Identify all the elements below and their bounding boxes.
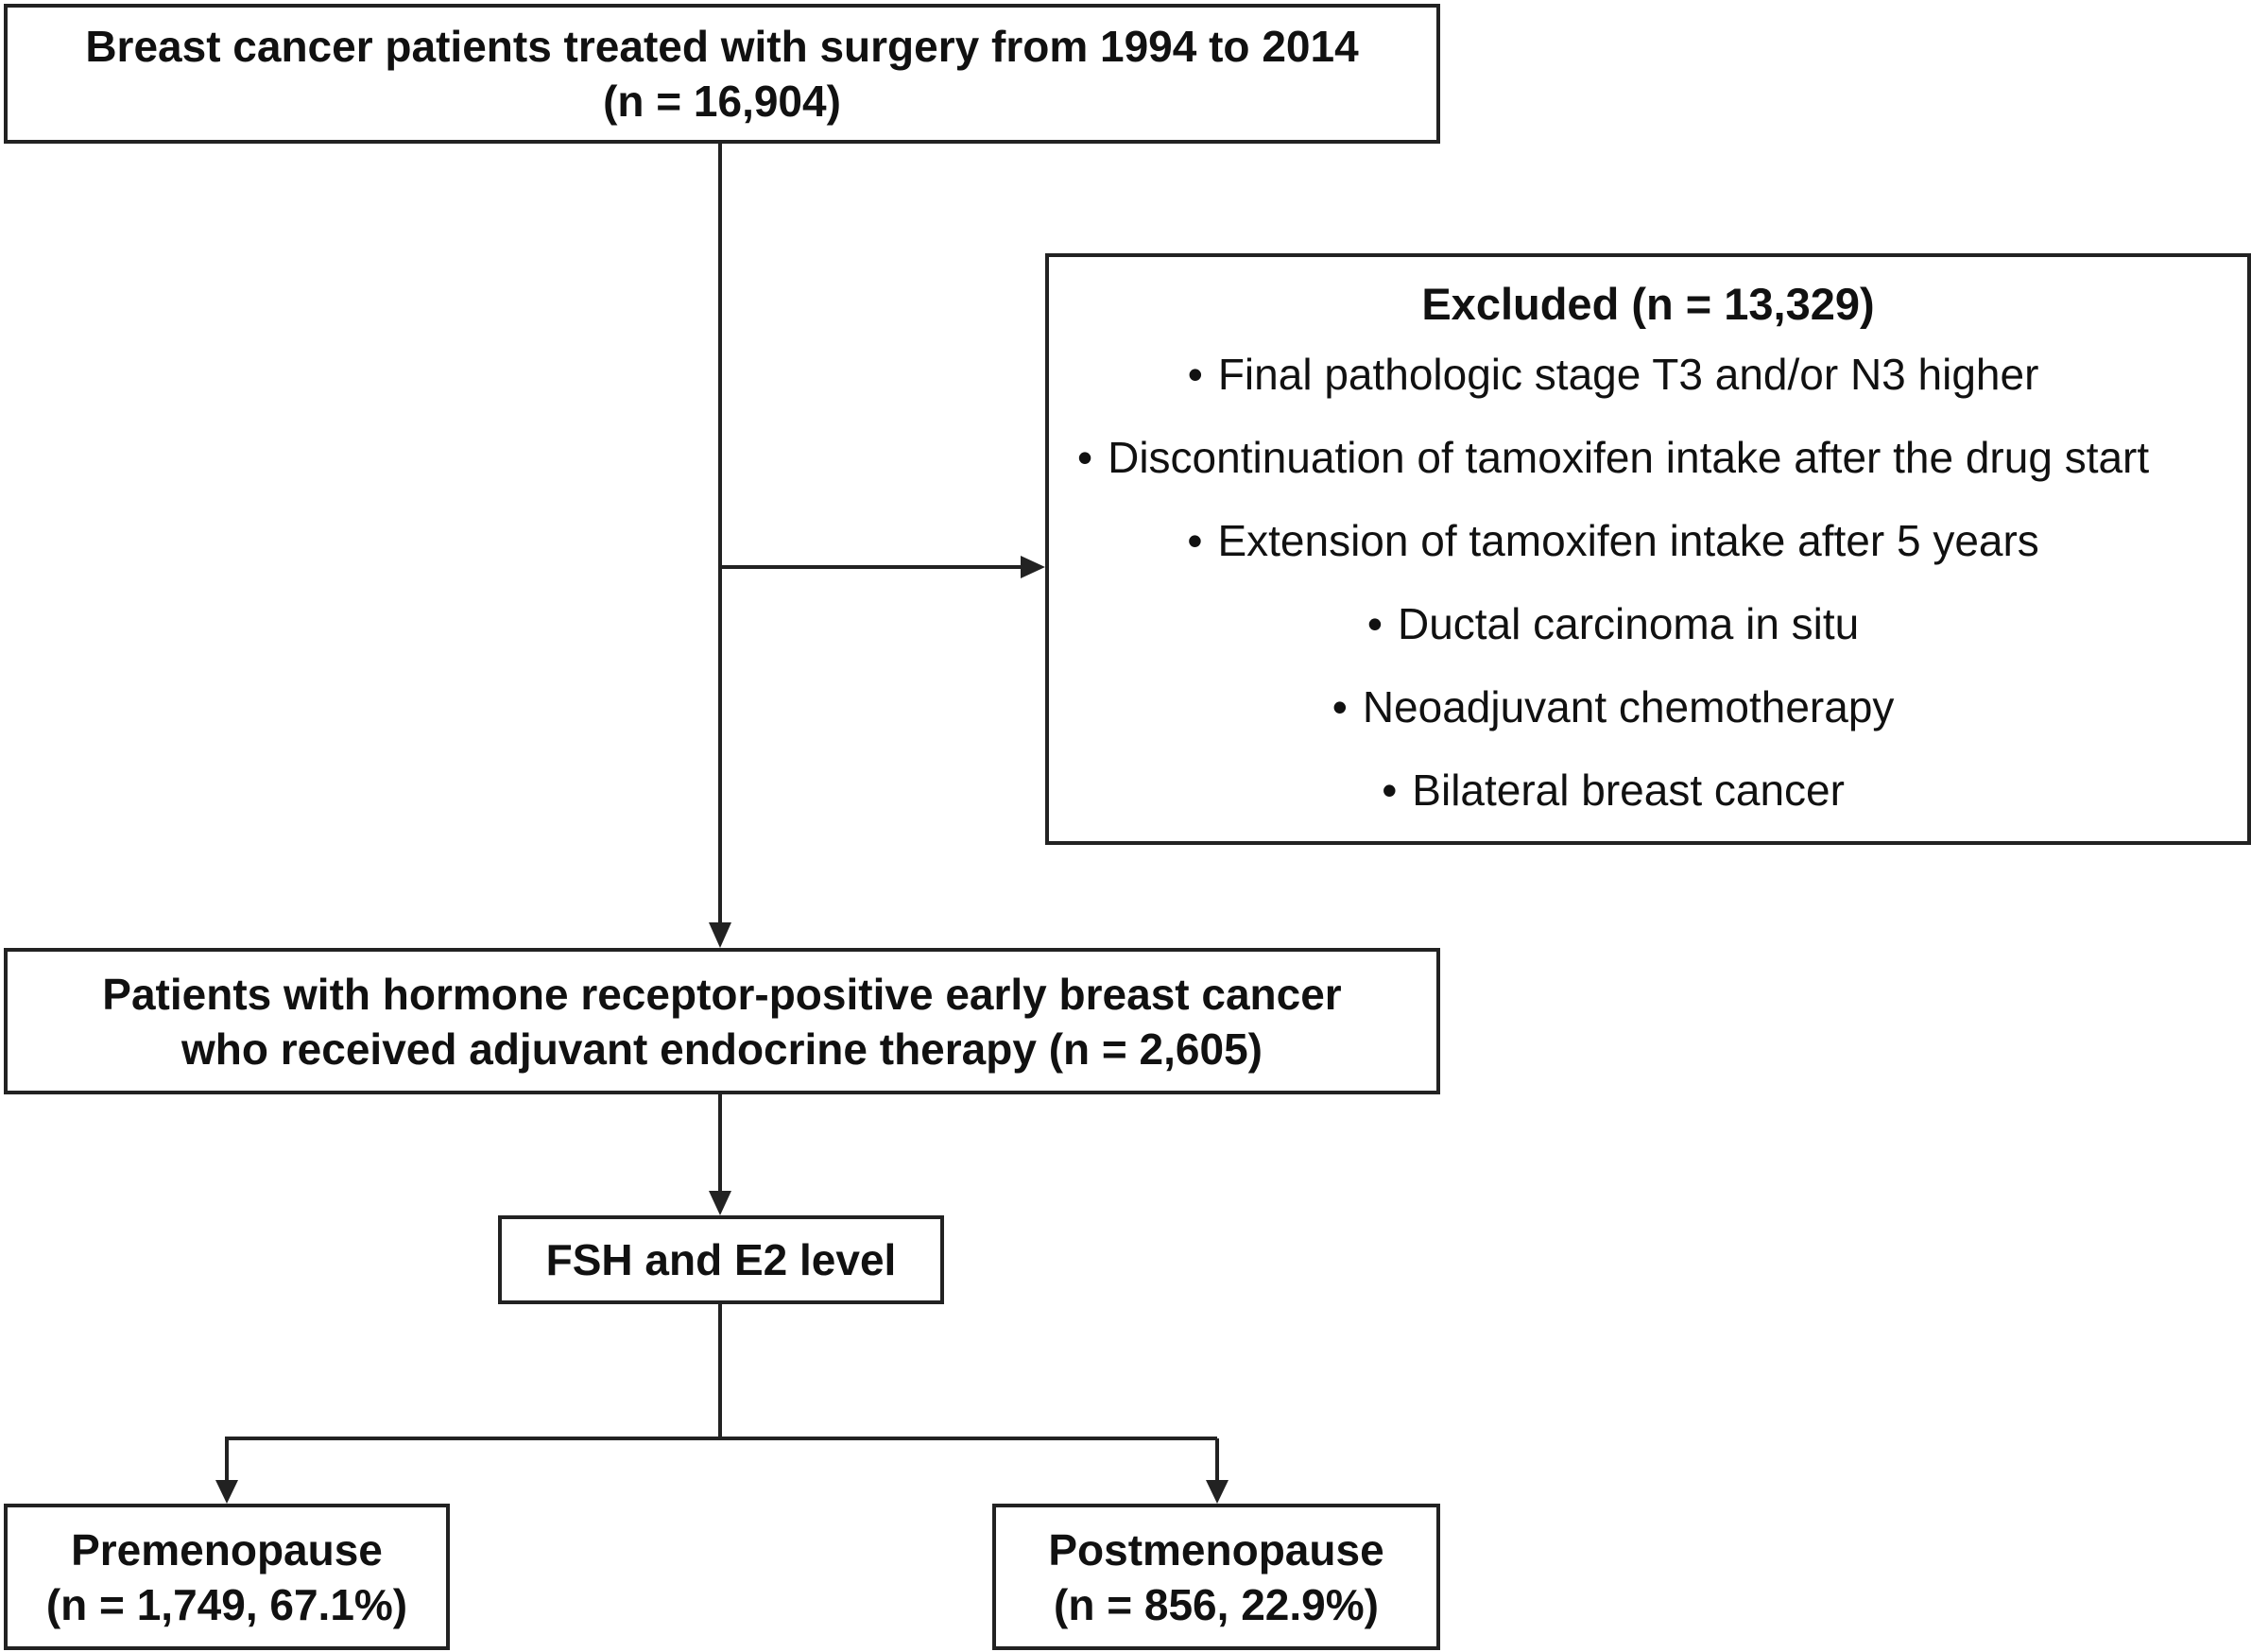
excluded-item: Ductal carcinoma in situ (1077, 582, 2149, 665)
excluded-criteria-list: Final pathologic stage T3 and/or N3 high… (1077, 333, 2149, 832)
excluded-title: Excluded (n = 13,329) (1421, 279, 1875, 329)
box-premenopause-count: (n = 1,749, 67.1%) (45, 1579, 408, 1629)
box-postmenopause: Postmenopause (n = 856, 22.9%) (992, 1504, 1440, 1650)
excluded-item: Discontinuation of tamoxifen intake afte… (1077, 416, 2149, 499)
box-hr-positive-line2: who received adjuvant endocrine therapy … (181, 1024, 1263, 1074)
arrowhead-to-pre (215, 1480, 238, 1504)
box-excluded: Excluded (n = 13,329) Final pathologic s… (1045, 253, 2251, 845)
arrowhead-to-post (1206, 1480, 1229, 1504)
excluded-item: Neoadjuvant chemotherapy (1077, 665, 2149, 749)
excluded-item: Bilateral breast cancer (1077, 749, 2149, 832)
box-fsh-e2-level: FSH and E2 level (498, 1215, 944, 1304)
box-fsh-e2-label: FSH and E2 level (545, 1235, 897, 1284)
arrowhead-to-hr (709, 922, 731, 948)
excluded-item: Extension of tamoxifen intake after 5 ye… (1077, 499, 2149, 582)
box-premenopause: Premenopause (n = 1,749, 67.1%) (4, 1504, 450, 1650)
box-surgery-patients-count: (n = 16,904) (603, 77, 841, 126)
excluded-item: Final pathologic stage T3 and/or N3 high… (1077, 333, 2149, 416)
arrowhead-to-excluded (1021, 556, 1045, 578)
box-postmenopause-title: Postmenopause (1048, 1524, 1384, 1575)
box-postmenopause-count: (n = 856, 22.9%) (1054, 1579, 1379, 1629)
box-premenopause-title: Premenopause (71, 1524, 383, 1575)
box-surgery-patients: Breast cancer patients treated with surg… (4, 4, 1440, 144)
box-surgery-patients-title: Breast cancer patients treated with surg… (85, 22, 1359, 71)
arrowhead-to-fsh (709, 1191, 731, 1215)
box-hr-positive-patients: Patients with hormone receptor-positive … (4, 948, 1440, 1094)
box-hr-positive-line1: Patients with hormone receptor-positive … (102, 969, 1342, 1019)
